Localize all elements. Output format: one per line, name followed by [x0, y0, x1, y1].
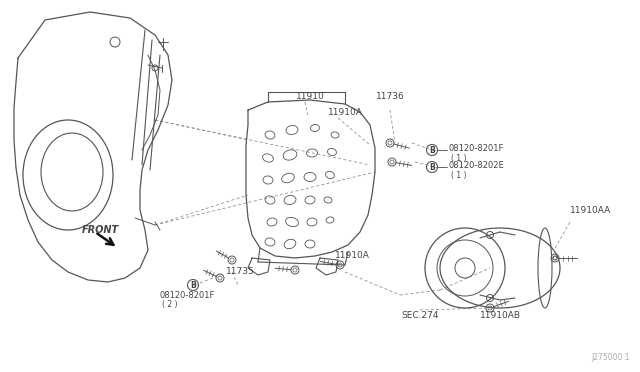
Text: SEC.274: SEC.274 — [401, 311, 439, 321]
Text: B: B — [429, 163, 435, 171]
Text: 11910: 11910 — [296, 92, 324, 100]
Text: 11910AB: 11910AB — [479, 311, 520, 321]
Text: FRONT: FRONT — [82, 225, 119, 235]
Text: B: B — [190, 280, 196, 289]
Text: ( 1 ): ( 1 ) — [451, 154, 467, 163]
Text: J275000 1: J275000 1 — [591, 353, 630, 362]
Text: 11910AA: 11910AA — [570, 205, 611, 215]
Text: 11910A: 11910A — [335, 251, 369, 260]
Text: 08120-8201F: 08120-8201F — [449, 144, 504, 153]
Text: 11735: 11735 — [226, 267, 254, 276]
Text: ( 2 ): ( 2 ) — [162, 301, 177, 310]
Text: ( 1 ): ( 1 ) — [451, 170, 467, 180]
Text: 11910A: 11910A — [328, 108, 362, 116]
Text: 11736: 11736 — [376, 92, 404, 100]
Text: 08120-8201F: 08120-8201F — [160, 291, 216, 299]
Text: 08120-8202E: 08120-8202E — [449, 160, 505, 170]
Text: B: B — [429, 145, 435, 154]
